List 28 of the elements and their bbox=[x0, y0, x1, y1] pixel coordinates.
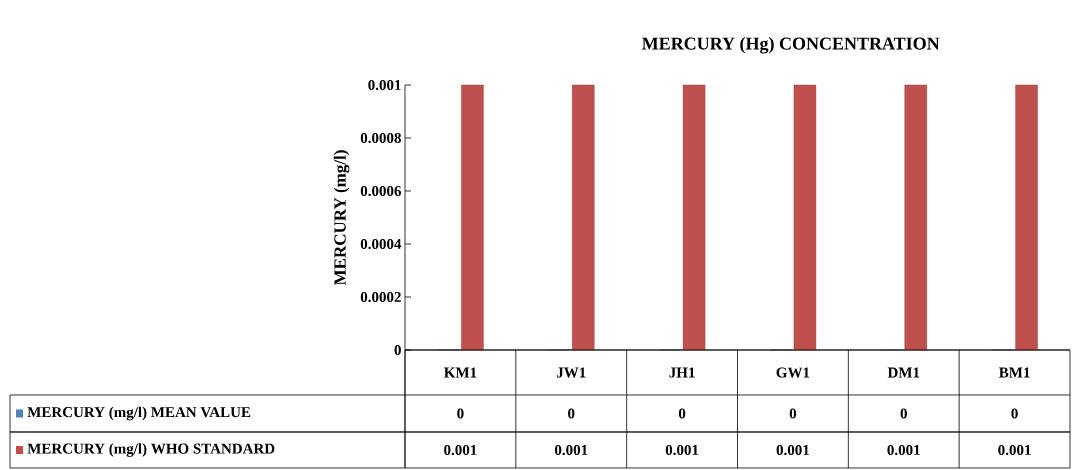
x-tick-label: DM1 bbox=[887, 367, 920, 378]
x-tick-label: JW1 bbox=[556, 367, 586, 378]
data-label: 0 bbox=[1011, 408, 1018, 419]
y-tick-label: 0 bbox=[394, 344, 401, 356]
legend-label: MERCURY (mg/l) MEAN VALUE bbox=[27, 406, 251, 421]
data-label: 0 bbox=[678, 408, 686, 419]
data-label: 0.001 bbox=[998, 444, 1031, 456]
y-tick-label: 0.0002 bbox=[360, 291, 401, 303]
data-label: 0.001 bbox=[776, 444, 810, 456]
data-label: 0 bbox=[457, 408, 464, 419]
legend-label: MERCURY (mg/l) WHO STANDARD bbox=[27, 443, 275, 457]
y-tick-label: 0.0004 bbox=[360, 238, 402, 250]
x-tick-label: BM1 bbox=[999, 367, 1030, 378]
y-tick-label: 0.0008 bbox=[360, 132, 401, 144]
data-label: 0 bbox=[900, 408, 907, 419]
chart-title: MERCURY (Hg) CONCENTRATION bbox=[642, 36, 940, 54]
data-label: 0 bbox=[789, 408, 797, 419]
data-label: 0.001 bbox=[444, 444, 477, 456]
data-label: 0.001 bbox=[887, 444, 920, 456]
x-tick-label: KM1 bbox=[444, 367, 477, 378]
y-tick-label: 0.0006 bbox=[360, 185, 402, 197]
data-label: 0 bbox=[568, 408, 575, 419]
x-tick-label: JH1 bbox=[669, 367, 695, 378]
data-label: 0.001 bbox=[665, 444, 699, 456]
y-axis-title: MERCURY (mg/l) bbox=[333, 150, 350, 286]
y-tick-label: 0.001 bbox=[368, 79, 401, 91]
x-tick-label: GW1 bbox=[776, 367, 810, 378]
data-label: 0.001 bbox=[554, 444, 588, 456]
